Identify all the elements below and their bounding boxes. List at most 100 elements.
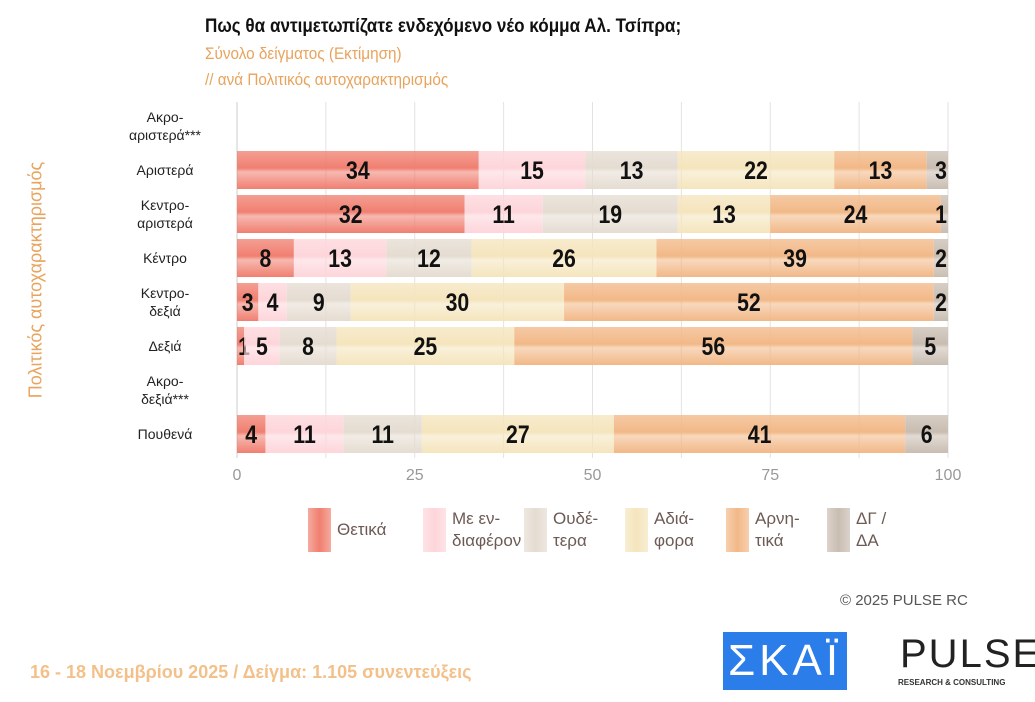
data-label: 19: [598, 200, 622, 228]
data-label: 22: [744, 156, 768, 184]
category-label: Αριστερά: [137, 162, 194, 178]
legend-item: ΔΓ / ΔΑ: [827, 508, 924, 552]
data-label: 3: [935, 156, 947, 184]
data-label: 32: [339, 200, 363, 228]
category-label: Ακρο-αριστερά***: [129, 109, 202, 143]
bar-segment: [940, 195, 948, 233]
category-label: Ακρο-δεξιά***: [141, 373, 189, 407]
legend-label: ΔΓ / ΔΑ: [856, 509, 887, 550]
legend-swatch: [308, 508, 331, 552]
bar-segment: [514, 327, 913, 365]
bar-segment: [933, 283, 948, 321]
data-label: 9: [313, 288, 325, 316]
data-label: 41: [748, 420, 772, 448]
data-label: 8: [260, 244, 272, 272]
bar-segment: [656, 239, 934, 277]
legend-swatch: [423, 508, 446, 552]
legend-swatch: [625, 508, 648, 552]
x-tick-label: 25: [406, 467, 424, 484]
data-label: 11: [372, 420, 395, 448]
legend-label: Θετικά: [337, 520, 387, 539]
data-label: 13: [712, 200, 736, 228]
bar-segment: [350, 283, 565, 321]
data-label: 4: [245, 420, 257, 448]
category-label: Δεξιά: [148, 338, 181, 354]
x-tick-label: 100: [935, 467, 962, 484]
data-label: 11: [293, 420, 316, 448]
chart-title: Πως θα αντιμετωπίζατε ενδεχόμενο νέο κόμ…: [205, 16, 682, 37]
chart-subtitle-2: // ανά Πολιτικός αυτοχαρακτηρισμός: [205, 70, 449, 89]
bar-segment: [336, 327, 515, 365]
data-label: 56: [702, 332, 726, 360]
data-label: 2: [935, 288, 947, 316]
data-label: 2: [935, 244, 947, 272]
bar-segment: [237, 415, 266, 453]
data-label: 13: [620, 156, 644, 184]
bar-segment: [286, 283, 351, 321]
data-label: 27: [506, 420, 530, 448]
chart-subtitle: Σύνολο δείγματος (Εκτίμηση): [205, 44, 402, 63]
bar-segment: [237, 239, 294, 277]
bar-segment: [237, 195, 465, 233]
pulse-logo: PULSE: [900, 632, 1035, 676]
bar-segment: [237, 327, 245, 365]
bar-segment: [421, 415, 614, 453]
bar-segment: [933, 239, 948, 277]
data-label: 11: [492, 200, 515, 228]
bar-segment: [237, 283, 259, 321]
legend-item: Αδιά- φορα: [625, 508, 722, 552]
bar-segment: [265, 415, 344, 453]
copyright: © 2025 PULSE RC: [840, 592, 968, 609]
data-label: 25: [414, 332, 438, 360]
bar-segment: [613, 415, 906, 453]
bar-segment: [770, 195, 941, 233]
bar-segment: [343, 415, 422, 453]
bar-segment: [912, 327, 948, 365]
data-label: 24: [844, 200, 868, 228]
bar-segment: [834, 151, 927, 189]
bar-segment: [279, 327, 337, 365]
bar-segment: [471, 239, 657, 277]
bar-segment: [386, 239, 472, 277]
legend-label: Αρνη- τικά: [755, 509, 800, 550]
bar-segment: [564, 283, 934, 321]
bar-segment: [677, 195, 771, 233]
data-label: 13: [869, 156, 893, 184]
legend-label: Αδιά- φορα: [654, 509, 695, 550]
data-label: 12: [417, 244, 441, 272]
bar-segment: [258, 283, 287, 321]
bar-segment: [237, 151, 479, 189]
data-label: 4: [267, 288, 279, 316]
legend-item: Θετικά: [308, 508, 405, 552]
legend-item: Ουδέ- τερα: [524, 508, 621, 552]
bar-segment: [677, 151, 835, 189]
bar-segment: [244, 327, 280, 365]
bar-segment: [464, 195, 543, 233]
category-label: Κεντρο-αριστερά: [137, 197, 193, 231]
bar-segment: [926, 151, 948, 189]
category-label: Κέντρο: [143, 250, 187, 266]
pulse-logo-sub: RESEARCH & CONSULTING: [898, 678, 1006, 687]
data-label: 15: [520, 156, 544, 184]
category-label: Κεντρο-δεξιά: [141, 285, 190, 319]
category-label: Πουθενά: [138, 426, 193, 442]
x-tick-label: 75: [761, 467, 779, 484]
fieldwork-note: 16 - 18 Νοεμβρίου 2025 / Δείγμα: 1.105 σ…: [30, 662, 472, 682]
x-tick-label: 0: [233, 467, 242, 484]
legend-swatch: [524, 508, 547, 552]
data-label: 13: [328, 244, 352, 272]
data-label: 8: [302, 332, 314, 360]
bar-segment: [542, 195, 678, 233]
data-label: 30: [446, 288, 470, 316]
legend-label: Με εν- διαφέρον: [452, 509, 522, 550]
data-label: 3: [242, 288, 254, 316]
data-label: 52: [737, 288, 761, 316]
skai-logo: ΣΚΑΪ: [723, 632, 847, 690]
bar-segment: [585, 151, 678, 189]
data-label: 5: [924, 332, 936, 360]
legend-swatch: [726, 508, 749, 552]
x-tick-label: 50: [584, 467, 602, 484]
legend-swatch: [827, 508, 850, 552]
data-label: 1: [238, 332, 250, 360]
